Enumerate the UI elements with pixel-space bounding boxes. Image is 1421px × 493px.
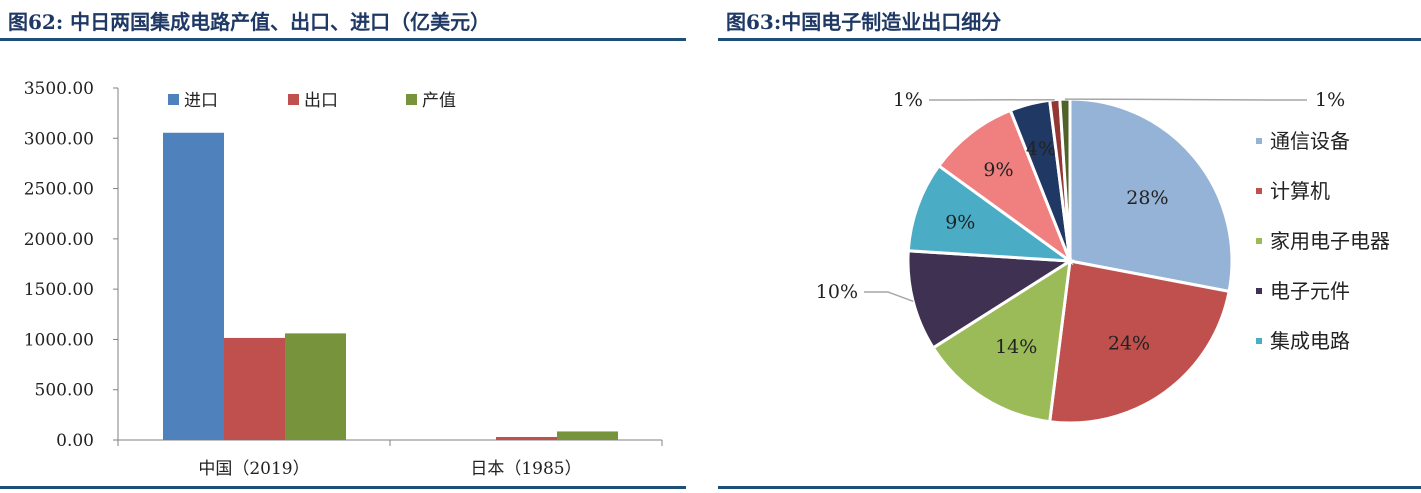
left-bottom-rule: [0, 486, 686, 489]
data-label: 24%: [1108, 332, 1150, 354]
legend-label: 家用电子电器: [1270, 229, 1390, 253]
y-tick-label: 3000.00: [24, 129, 94, 149]
left-title-rule: [0, 38, 686, 41]
bar-chart: 0.00 500.00 1000.00 1500.00 2000.00 2500.00 30…: [24, 79, 663, 479]
bar: [224, 337, 285, 440]
data-label: 28%: [1126, 187, 1168, 209]
y-tick-label: 2000.00: [24, 230, 94, 250]
y-tick-label: 500.00: [35, 381, 94, 401]
right-figure-panel: 图63:中国电子制造业出口细分 28% 24% 14% 10% 9% 9% 4% 1% 1% 通信…: [718, 0, 1421, 493]
left-figure-panel: 图62: 中日两国集成电路产值、出口、进口（亿美元） 0.00 500.00 100…: [0, 0, 686, 493]
legend-swatch: [1256, 238, 1262, 244]
pie-slice: [1048, 259, 1231, 425]
legend-swatch: [168, 94, 179, 105]
data-label: 10%: [816, 281, 858, 303]
legend-label: 进口: [184, 91, 218, 111]
y-tick-label: 1500.00: [24, 280, 94, 300]
right-bottom-rule: [718, 486, 1421, 489]
x-category-label: 中国（2019）: [198, 459, 309, 479]
legend-label: 计算机: [1270, 179, 1330, 203]
legend-swatch: [1256, 188, 1262, 194]
right-title-rule: [718, 38, 1421, 41]
right-figure-title: 图63:中国电子制造业出口细分: [726, 10, 1002, 34]
legend-swatch: [1256, 338, 1262, 344]
pie-slice: [1068, 97, 1234, 294]
pie-slice: [936, 108, 1074, 266]
legend-label: 集成电路: [1270, 329, 1350, 353]
y-tick-label: 3500.00: [24, 79, 94, 99]
pie-chart: 28% 24% 14% 10% 9% 9% 4% 1% 1% 通信设备计算机家用电子电器电子元件集…: [816, 89, 1390, 425]
pie-slice: [931, 258, 1072, 424]
data-label: 4%: [1026, 138, 1056, 160]
legend-label: 电子元件: [1270, 279, 1350, 303]
data-label: 1%: [893, 89, 923, 111]
data-label: 9%: [945, 212, 975, 234]
bar: [163, 132, 224, 441]
legend-swatch: [1256, 288, 1262, 294]
legend-swatch: [288, 94, 299, 105]
leader-line: [864, 291, 914, 303]
legend-swatch: [406, 94, 417, 105]
data-label: 1%: [1315, 89, 1345, 111]
bar: [496, 436, 557, 440]
y-tick-label: 2500.00: [24, 180, 94, 200]
y-tick-label: 1000.00: [24, 330, 94, 350]
legend-swatch: [1256, 138, 1262, 144]
left-figure-title: 图62: 中日两国集成电路产值、出口、进口（亿美元）: [8, 10, 491, 34]
x-category-label: 日本（1985）: [470, 459, 581, 479]
legend-label: 出口: [304, 91, 338, 111]
y-tick-label: 0.00: [56, 431, 94, 451]
bar: [557, 431, 618, 440]
data-label: 14%: [995, 336, 1037, 358]
legend-label: 通信设备: [1270, 129, 1350, 153]
leader-line: [1064, 98, 1307, 101]
data-label: 9%: [983, 159, 1013, 181]
legend-label: 产值: [422, 91, 456, 111]
pie-slice: [906, 163, 1076, 263]
bar: [285, 333, 346, 440]
